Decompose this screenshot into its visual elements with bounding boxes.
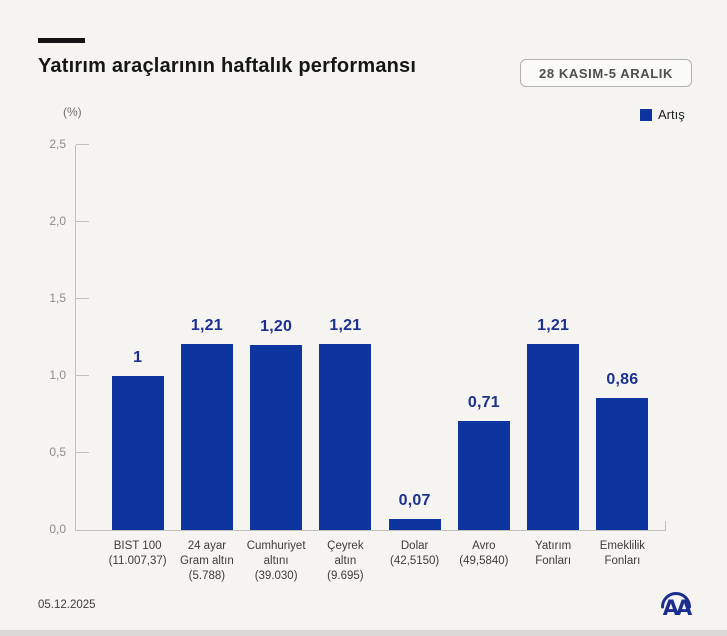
legend: Artış (640, 107, 685, 122)
bar-column: 1,20 (242, 145, 311, 530)
bar-value-label: 1,21 (190, 316, 223, 334)
bars-row: 1 1,21 1,20 1,21 0,07 0,71 1,21 0,86 (103, 145, 657, 530)
x-tick-label: Emeklilik Fonları (588, 539, 657, 584)
x-tick-label-line: Fonları (535, 555, 572, 567)
x-tick-label-line: (39.030) (254, 570, 298, 582)
bar (180, 343, 233, 530)
y-tick-label: 1,5 (49, 291, 66, 305)
bar-value-label: 1,21 (329, 316, 362, 334)
x-tick-label-line: Fonları (604, 555, 641, 567)
x-axis-labels: BIST 100 (11.007,37) 24 ayar Gram altın (5.7… (103, 539, 657, 584)
y-tick-mark (76, 298, 89, 299)
bottom-edge-strip (0, 630, 727, 636)
date-range-badge: 28 KASIM-5 ARALIK (520, 59, 692, 87)
bar-column: 1,21 (519, 145, 588, 530)
bar-column: 1 (103, 145, 172, 530)
bar-column: 0,71 (449, 145, 518, 530)
x-tick-label-line: (42,5150) (390, 555, 440, 567)
x-tick-label-line: altını (263, 555, 289, 567)
title-dash (38, 38, 85, 43)
x-tick-label: Çeyrek altın (9.695) (311, 539, 380, 584)
x-tick-label-line: (11.007,37) (108, 555, 167, 567)
y-tick-mark (76, 375, 89, 376)
x-tick-label: Cumhuriyet altını (39.030) (242, 539, 311, 584)
x-tick-label-line: (9.695) (327, 570, 364, 582)
bar-value-label: 0,07 (398, 492, 431, 510)
x-tick-label-line: Dolar (400, 540, 429, 552)
y-tick-mark (76, 144, 89, 145)
x-axis-end-tick (665, 521, 666, 530)
legend-color-swatch (640, 108, 652, 121)
y-tick-label: 0,5 (49, 445, 66, 459)
x-tick-label-line: Gram altın (180, 555, 234, 567)
bar-value-label: 1,21 (537, 316, 570, 334)
bar (111, 376, 164, 530)
x-tick-label: BIST 100 (11.007,37) (103, 539, 172, 584)
bar-column: 0,86 (588, 145, 657, 530)
x-tick-label: Dolar (42,5150) (380, 539, 449, 584)
x-tick-label-line: 24 ayar (187, 540, 227, 552)
bar-value-label: 1,20 (260, 318, 293, 336)
y-tick-mark (76, 452, 89, 453)
x-tick-label-line: (5.788) (188, 570, 226, 582)
y-tick-label: 1,0 (49, 368, 66, 382)
bar (388, 519, 441, 530)
x-tick-label: Yatırım Fonları (519, 539, 588, 584)
page-title: Yatırım araçlarının haftalık performansı (38, 55, 417, 77)
x-tick-label-line: altın (334, 555, 357, 567)
y-tick-mark (76, 221, 89, 222)
x-tick-label-line: Çeyrek (327, 540, 364, 552)
x-tick-label-line: Yatırım (535, 540, 572, 552)
x-tick-label-line: Emeklilik (599, 540, 646, 552)
x-tick-label-line: (49,5840) (459, 555, 509, 567)
bar (457, 420, 510, 530)
bar-column: 1,21 (172, 145, 241, 530)
bar (319, 343, 372, 530)
svg-text:AA: AA (663, 596, 693, 620)
bar (250, 345, 303, 530)
footer-date: 05.12.2025 (38, 599, 96, 611)
bar-value-label: 1 (133, 349, 143, 366)
bar-value-label: 0,71 (467, 393, 500, 411)
x-tick-label: 24 ayar Gram altın (5.788) (172, 539, 241, 584)
aa-agency-logo: AA (661, 592, 694, 620)
x-tick-label-line: Cumhuriyet (246, 540, 306, 552)
bar-value-label: 0,86 (606, 370, 639, 388)
legend-label: Artış (658, 107, 685, 122)
bar (596, 397, 649, 530)
bar (527, 343, 580, 530)
y-tick-label: 0,0 (49, 522, 66, 536)
plot-area: 1 1,21 1,20 1,21 0,07 0,71 1,21 0,86 BIST 100 (1… (49, 137, 666, 582)
y-tick-label: 2,0 (49, 214, 66, 228)
x-tick-label: Avro (49,5840) (449, 539, 518, 584)
bar-column: 1,21 (311, 145, 380, 530)
y-axis-unit-label: (%) (63, 105, 82, 119)
x-tick-label-line: Avro (472, 540, 496, 552)
bar-column: 0,07 (380, 145, 449, 530)
x-tick-label-line: BIST 100 (113, 540, 162, 552)
y-tick-label: 2,5 (49, 137, 66, 151)
